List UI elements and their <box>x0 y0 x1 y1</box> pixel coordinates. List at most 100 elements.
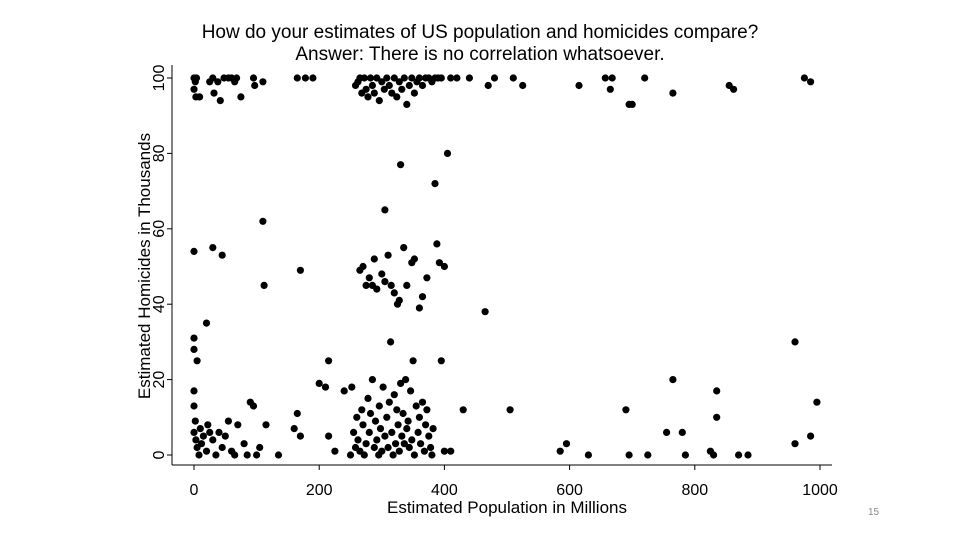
scatter-point <box>256 443 264 452</box>
scatter-point <box>423 274 431 282</box>
scatter-point <box>405 443 413 452</box>
x-tick-label: 800 <box>681 482 708 499</box>
scatter-point <box>490 74 499 82</box>
page-number: 15 <box>868 507 880 518</box>
x-tick-label: 600 <box>556 482 583 499</box>
scatter-point <box>415 413 423 421</box>
scatter-point <box>378 270 386 278</box>
scatter-point <box>584 451 593 459</box>
scatter-point <box>398 85 406 93</box>
scatter-point <box>388 428 396 436</box>
scatter-point <box>193 357 201 365</box>
scatter-point <box>364 93 372 101</box>
scatter-point <box>371 417 380 425</box>
scatter-point <box>663 428 671 436</box>
scatter-point <box>407 387 415 395</box>
scatter-point <box>321 383 330 391</box>
scatter-point <box>359 421 367 429</box>
scatter-point <box>249 402 258 410</box>
scatter-point <box>397 161 405 169</box>
scatter-point <box>204 421 212 429</box>
scatter-point <box>800 74 809 82</box>
scatter-point <box>400 440 408 448</box>
scatter-point <box>331 447 339 455</box>
scatter-point <box>315 379 323 387</box>
scatter-point <box>405 81 413 90</box>
scatter-point <box>435 259 443 267</box>
scatter-point <box>453 74 461 82</box>
scatter-point <box>390 391 398 399</box>
scatter-point <box>400 74 408 82</box>
scatter-point <box>370 443 378 452</box>
scatter-point <box>368 376 376 384</box>
y-tick-label: 80 <box>151 144 168 162</box>
scatter-point <box>423 406 431 414</box>
scatter-point <box>274 451 283 459</box>
scatter-point <box>366 409 375 418</box>
scatter-point <box>381 432 389 440</box>
scatter-point <box>481 308 489 316</box>
y-tick-label: 0 <box>151 450 168 459</box>
scatter-point <box>395 296 403 304</box>
scatter-point <box>678 428 686 436</box>
scatter-point <box>253 451 261 459</box>
scatter-point <box>415 304 423 312</box>
scatter-point <box>429 425 437 433</box>
scatter-point <box>465 74 473 82</box>
plot-axes <box>171 65 832 466</box>
scatter-point <box>381 278 389 286</box>
scatter-point <box>427 443 435 452</box>
scatter-point <box>387 281 395 289</box>
scatter-point <box>368 81 376 90</box>
scatter-point <box>730 85 738 93</box>
scatter-point <box>556 447 564 455</box>
scatter-point <box>390 74 398 82</box>
scatter-point <box>437 357 445 365</box>
scatter-point <box>410 89 418 97</box>
scatter-point <box>420 447 428 455</box>
scatter-point <box>388 89 396 97</box>
scatter-point <box>428 451 436 459</box>
scatter-point <box>196 93 204 101</box>
y-tick-label: 100 <box>151 65 168 92</box>
scatter-point <box>216 97 224 105</box>
scatter-point <box>231 451 239 459</box>
scatter-point <box>375 402 383 410</box>
x-tick-label: 1000 <box>802 482 838 499</box>
scatter-point <box>447 74 455 82</box>
scatter-point <box>422 421 430 429</box>
scatter-point <box>381 206 389 214</box>
scatter-point <box>443 149 452 157</box>
scatter-point <box>400 244 408 252</box>
scatter-point <box>373 285 381 293</box>
scatter-point <box>601 74 609 82</box>
scatter-point <box>791 440 799 448</box>
scatter-point <box>190 428 198 436</box>
scatter-point <box>251 81 259 90</box>
scatter-point <box>404 417 412 425</box>
scatter-point <box>608 74 616 82</box>
scatter-point <box>243 451 251 459</box>
scatter-point <box>190 387 198 395</box>
scatter-point <box>197 440 206 448</box>
scatter-point <box>370 255 378 263</box>
scatter-point <box>192 436 200 444</box>
scatter-point <box>403 281 411 289</box>
scatter-point <box>398 432 406 440</box>
scatter-point <box>190 85 198 93</box>
x-tick-label: 400 <box>431 482 458 499</box>
scatter-point <box>195 451 203 459</box>
scatter-point <box>710 451 718 459</box>
scatter-point <box>392 440 400 448</box>
scatter-point <box>296 432 304 440</box>
scatter-point <box>209 436 217 444</box>
scatter-point <box>353 413 361 421</box>
scatter-point <box>433 240 441 248</box>
scatter-point <box>301 74 309 82</box>
y-axis-ticks: 0 20 40 60 80 100 <box>151 65 172 459</box>
scatter-point <box>418 293 427 301</box>
scatter-point <box>417 440 425 448</box>
scatter-point <box>807 78 815 86</box>
scatter-point <box>408 74 416 82</box>
scatter-point <box>409 357 417 365</box>
